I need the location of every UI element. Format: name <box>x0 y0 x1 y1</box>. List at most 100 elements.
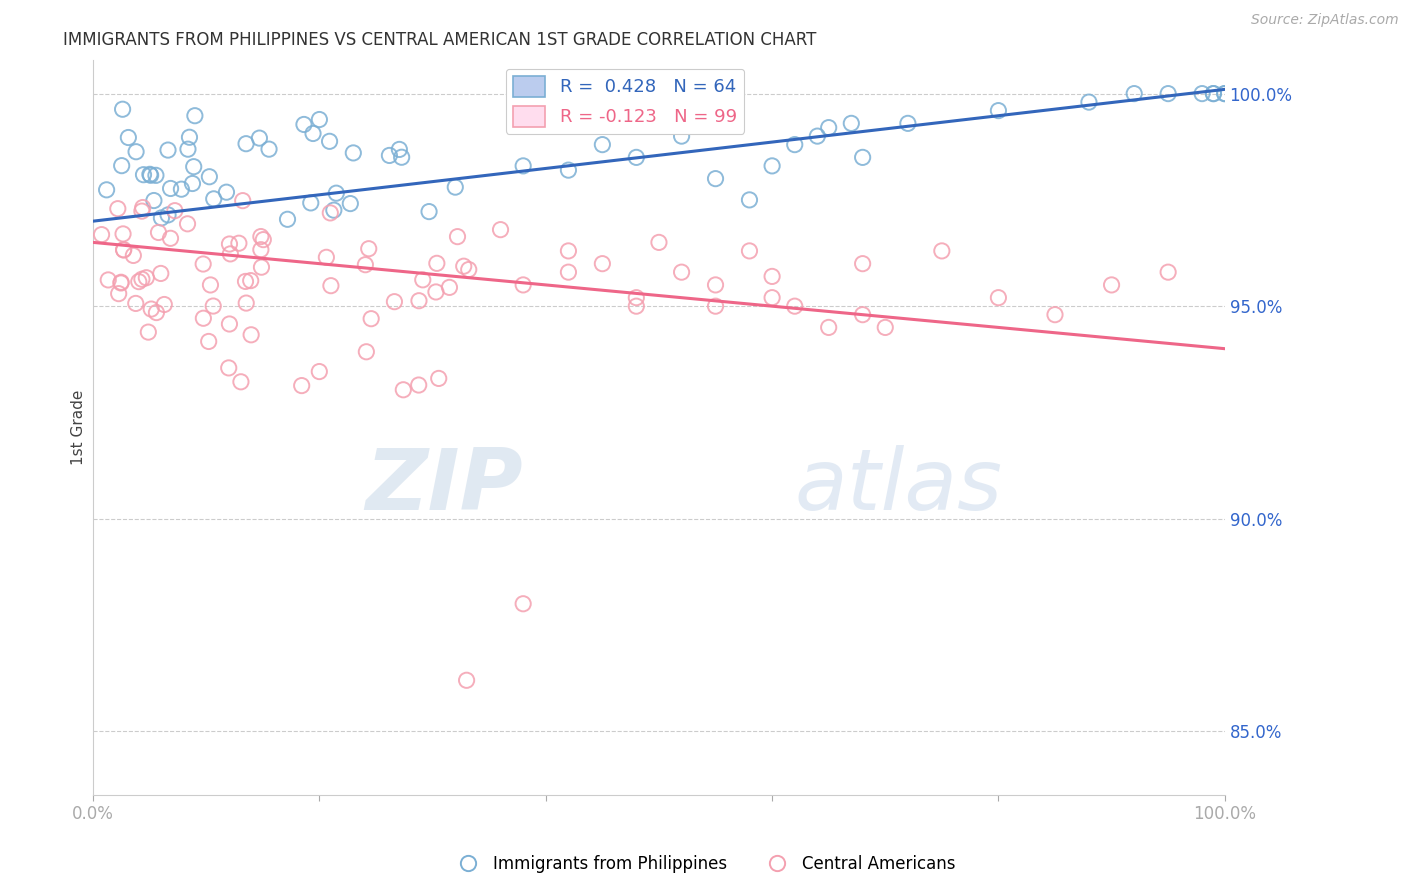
Point <box>197 334 219 349</box>
Point <box>136 325 159 339</box>
Point <box>391 150 413 164</box>
Point <box>1191 87 1213 101</box>
Point <box>153 297 176 311</box>
Point <box>806 129 828 144</box>
Text: Source: ZipAtlas.com: Source: ZipAtlas.com <box>1251 13 1399 28</box>
Point <box>179 130 201 145</box>
Point <box>202 192 225 206</box>
Point <box>252 233 274 247</box>
Point <box>111 159 134 173</box>
Point <box>322 203 344 218</box>
Point <box>388 143 411 157</box>
Point <box>218 237 240 252</box>
Point <box>96 183 118 197</box>
Point <box>170 182 193 196</box>
Point <box>218 360 240 375</box>
Point <box>315 250 337 264</box>
Point <box>125 145 148 159</box>
Point <box>139 167 162 181</box>
Text: IMMIGRANTS FROM PHILIPPINES VS CENTRAL AMERICAN 1ST GRADE CORRELATION CHART: IMMIGRANTS FROM PHILIPPINES VS CENTRAL A… <box>63 31 817 49</box>
Point <box>671 129 693 144</box>
Point <box>852 308 875 322</box>
Point <box>107 202 129 216</box>
Point <box>761 291 783 305</box>
Point <box>704 277 727 292</box>
Point <box>512 159 534 173</box>
Point <box>704 171 727 186</box>
Point <box>1202 87 1225 101</box>
Point <box>1101 277 1123 292</box>
Point <box>159 231 181 245</box>
Point <box>125 296 148 310</box>
Point <box>156 143 179 157</box>
Point <box>257 142 280 156</box>
Point <box>817 120 839 135</box>
Point <box>626 291 648 305</box>
Point <box>425 285 447 299</box>
Point <box>97 273 120 287</box>
Point <box>931 244 953 258</box>
Point <box>444 180 467 194</box>
Point <box>250 243 273 257</box>
Point <box>131 204 153 219</box>
Point <box>319 206 342 220</box>
Point <box>177 142 200 156</box>
Point <box>145 305 167 319</box>
Point <box>318 134 340 148</box>
Point <box>308 365 330 379</box>
Point <box>90 227 112 242</box>
Point <box>738 193 761 207</box>
Point <box>783 137 806 152</box>
Point <box>148 226 170 240</box>
Point <box>357 242 380 256</box>
Point <box>987 103 1010 118</box>
Point <box>176 217 198 231</box>
Point <box>704 299 727 313</box>
Point <box>112 227 135 241</box>
Point <box>132 168 155 182</box>
Point <box>218 317 240 331</box>
Point <box>412 273 434 287</box>
Point <box>852 150 875 164</box>
Legend: R =  0.428   N = 64, R = -0.123   N = 99: R = 0.428 N = 64, R = -0.123 N = 99 <box>506 69 744 134</box>
Point <box>378 148 401 162</box>
Point <box>427 371 450 385</box>
Point <box>325 186 347 201</box>
Point <box>557 265 579 279</box>
Point <box>122 248 145 262</box>
Point <box>159 181 181 195</box>
Point <box>512 277 534 292</box>
Point <box>761 159 783 173</box>
Point <box>112 243 135 257</box>
Point <box>302 127 325 141</box>
Point <box>1213 87 1236 101</box>
Point <box>591 257 613 271</box>
Point <box>135 270 157 285</box>
Point <box>1157 87 1180 101</box>
Point <box>987 291 1010 305</box>
Point <box>426 256 449 270</box>
Point <box>392 383 415 397</box>
Point <box>149 267 172 281</box>
Point <box>219 247 242 261</box>
Point <box>235 296 257 310</box>
Point <box>453 259 475 273</box>
Point <box>198 169 221 184</box>
Point <box>112 243 135 257</box>
Point <box>1202 87 1225 101</box>
Point <box>239 274 262 288</box>
Point <box>299 195 322 210</box>
Point <box>356 344 378 359</box>
Point <box>761 269 783 284</box>
Point <box>228 236 250 251</box>
Point <box>418 204 440 219</box>
Point <box>738 244 761 258</box>
Point <box>240 327 263 342</box>
Point <box>141 301 163 316</box>
Point <box>139 168 162 182</box>
Point <box>232 194 254 208</box>
Point <box>292 118 315 132</box>
Text: ZIP: ZIP <box>366 445 523 528</box>
Point <box>626 150 648 164</box>
Point <box>626 299 648 313</box>
